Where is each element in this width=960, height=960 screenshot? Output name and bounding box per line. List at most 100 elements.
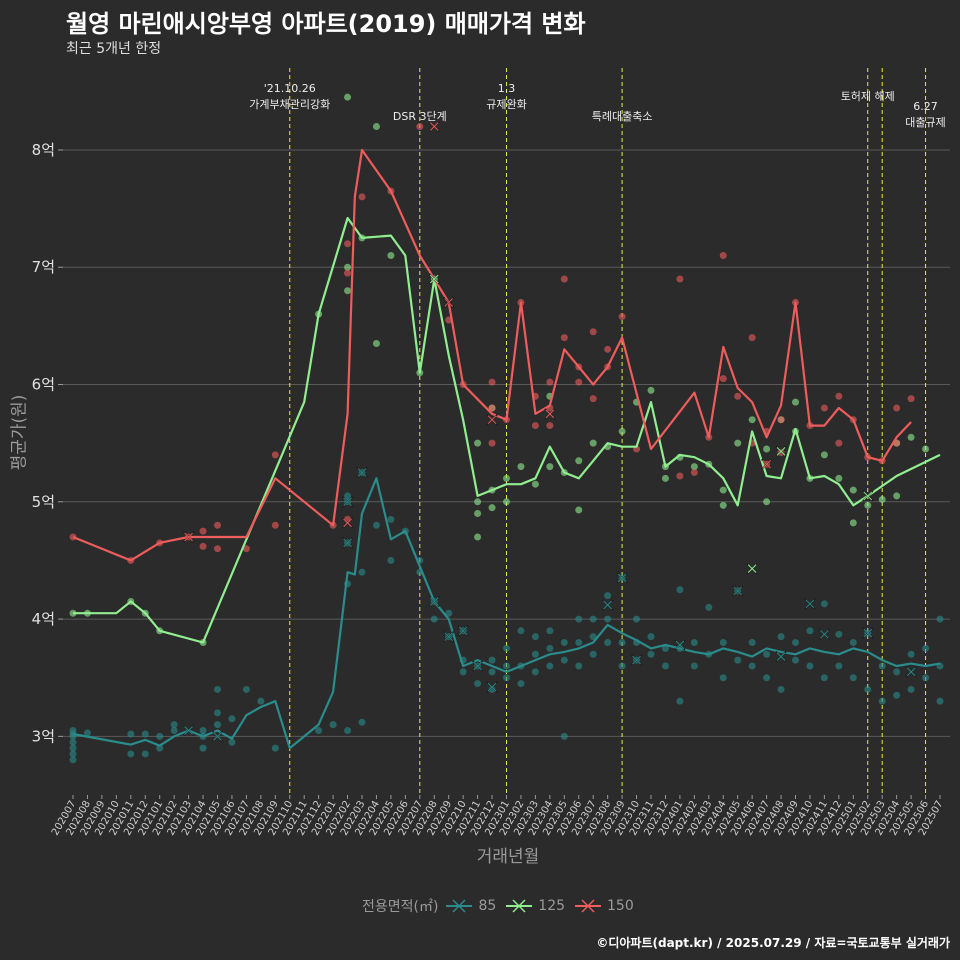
- data-point: [531, 650, 539, 658]
- data-point: [835, 474, 843, 482]
- legend-label-150: 150: [607, 898, 634, 914]
- cross-stroke: [545, 409, 555, 419]
- data-point: [344, 269, 352, 277]
- legend-item-85[interactable]: 85: [446, 896, 496, 916]
- data-point: [69, 738, 77, 746]
- data-point: [922, 674, 930, 682]
- cross-stroke: [473, 661, 482, 671]
- data-point: [560, 334, 568, 342]
- data-point: [763, 674, 771, 682]
- data-point: [690, 463, 698, 471]
- data-point: [228, 715, 236, 723]
- cross-marker: [630, 654, 643, 666]
- cross-stroke: [805, 599, 815, 609]
- data-point: [734, 656, 742, 664]
- cross-stroke: [733, 586, 743, 596]
- cross-marker: [457, 625, 469, 637]
- data-point: [474, 498, 482, 506]
- cross-marker: [905, 666, 917, 678]
- data-point: [358, 718, 366, 726]
- cross-markers: [183, 120, 917, 742]
- legend-item-125[interactable]: 125: [506, 896, 565, 916]
- data-point: [575, 378, 583, 386]
- cross-stroke: [343, 518, 352, 528]
- data-point: [488, 685, 496, 693]
- y-tick-label: 3억: [32, 727, 55, 745]
- data-point: [271, 744, 279, 752]
- data-point: [503, 474, 510, 482]
- data-point: [589, 395, 597, 403]
- data-point: [344, 93, 352, 101]
- data-point: [907, 433, 915, 441]
- data-point: [488, 404, 496, 412]
- data-point: [589, 328, 597, 336]
- cross-marker: [341, 496, 354, 508]
- data-point: [748, 416, 756, 424]
- cross-stroke: [776, 652, 786, 661]
- cross-stroke: [343, 538, 352, 548]
- data-point: [719, 375, 727, 383]
- data-point: [835, 392, 843, 400]
- data-point: [214, 709, 221, 717]
- data-point: [575, 615, 583, 623]
- cross-marker: [775, 651, 787, 663]
- data-point: [257, 697, 265, 705]
- chart-title: 월영 마린애시앙부영 아파트(2019) 매매가격 변화: [66, 10, 586, 38]
- data-point: [156, 732, 164, 740]
- data-point: [127, 750, 135, 758]
- cross-stroke: [487, 682, 497, 692]
- cross-marker: [862, 627, 874, 639]
- data-point: [430, 615, 438, 623]
- data-point: [214, 521, 221, 529]
- data-point: [936, 697, 944, 705]
- data-point: [647, 386, 655, 394]
- data-point: [748, 662, 756, 670]
- data-point: [777, 449, 785, 457]
- cross-marker: [211, 730, 224, 742]
- data-point: [372, 339, 380, 347]
- data-point: [777, 633, 785, 641]
- data-point: [271, 521, 279, 529]
- cross-marker: [428, 273, 440, 285]
- data-point: [849, 639, 857, 647]
- data-point: [474, 510, 482, 518]
- legend-item-150[interactable]: 150: [575, 896, 634, 916]
- cross-stroke: [863, 628, 873, 638]
- data-point: [575, 662, 583, 670]
- data-point: [546, 422, 554, 430]
- data-point: [618, 427, 626, 435]
- data-point: [228, 738, 236, 746]
- data-point: [546, 662, 554, 670]
- cross-stroke: [429, 274, 439, 284]
- cross-marker: [443, 296, 455, 308]
- legend-label-85: 85: [478, 898, 497, 914]
- data-point: [849, 674, 857, 682]
- data-point: [531, 668, 539, 676]
- y-axis: 3억 4억 5억 6억 7억 8억: [32, 141, 63, 745]
- cross-marker: [732, 585, 744, 597]
- legend-key-85: [446, 899, 473, 913]
- y-tick-label: 5억: [32, 493, 55, 511]
- data-point: [893, 492, 901, 500]
- data-point: [488, 439, 496, 447]
- data-point: [748, 639, 756, 647]
- data-point: [69, 726, 77, 734]
- data-point: [690, 468, 698, 476]
- data-point: [806, 627, 814, 635]
- cross-marker: [341, 517, 354, 529]
- data-point: [560, 732, 568, 740]
- data-point: [748, 334, 756, 342]
- data-point: [719, 639, 727, 647]
- data-point: [199, 542, 207, 550]
- annotation-label: 대출규제: [905, 116, 945, 129]
- data-point: [575, 506, 583, 514]
- data-point: [719, 252, 727, 260]
- cross-stroke: [863, 491, 873, 501]
- cross-stroke: [444, 298, 454, 307]
- data-point: [199, 726, 207, 734]
- data-point: [835, 662, 843, 670]
- data-point: [734, 439, 742, 447]
- data-point: [127, 730, 135, 738]
- data-point: [199, 527, 207, 535]
- series-lines: [72, 148, 941, 750]
